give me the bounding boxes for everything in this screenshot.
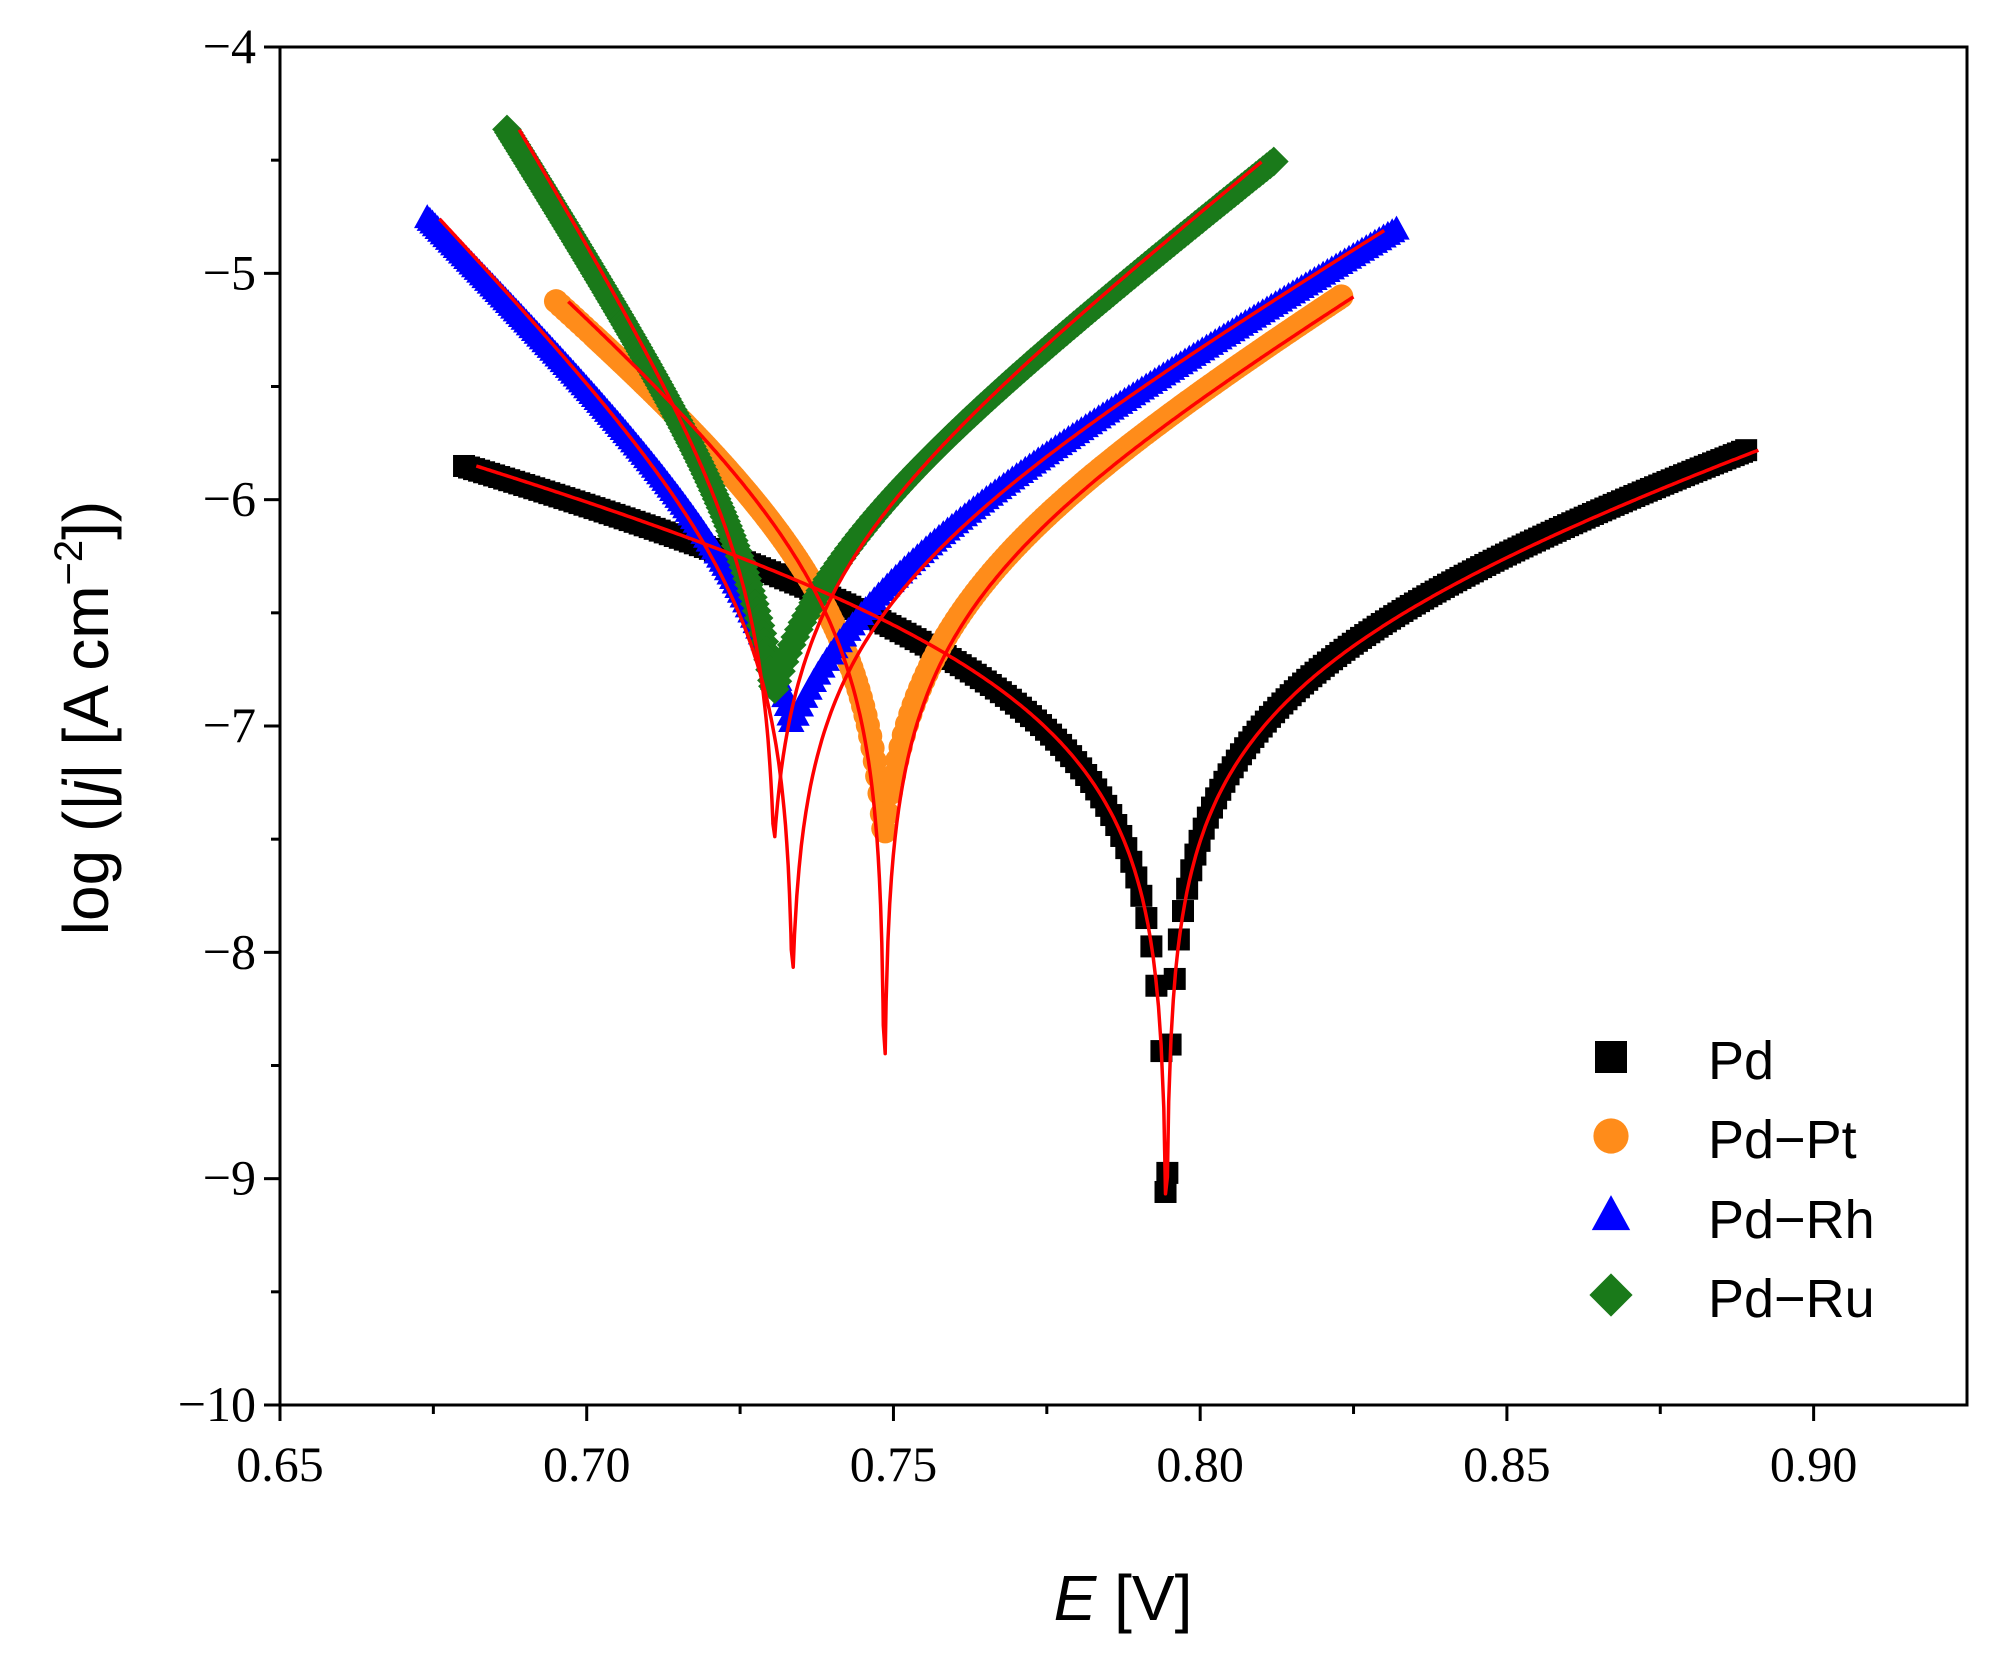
legend-marker-pd-pt [1593,1118,1629,1154]
fit-line-pd [475,448,1760,1196]
legend-label-pd: Pd [1708,1031,1774,1091]
fit-layer [438,128,1760,1196]
legend-label-pd-rh: Pd−Rh [1708,1190,1875,1250]
ticks-layer [264,45,1816,1421]
y-tick-label: −5 [203,244,256,300]
fit-line-pd-rh [438,217,1386,969]
legend: Pd Pd−Pt Pd−Rh Pd−Ru [1589,1031,1875,1329]
x-axis-title: E [V] [1054,1562,1193,1634]
y-tick-label: −7 [203,697,256,753]
data-point-pd-rh [1383,215,1410,240]
x-tick-labels: 0.65 0.70 0.75 0.80 0.85 0.90 [236,1436,1857,1492]
data-point-pd-pt [873,819,898,844]
x-tick-label: 0.80 [1156,1436,1244,1492]
legend-label-pd-pt: Pd−Pt [1708,1110,1857,1170]
x-tick-label: 0.65 [236,1436,324,1492]
fit-line-pd-ru [517,128,1263,839]
data-point-pd-ru [1258,146,1289,177]
series-pd-rh [414,204,1410,733]
legend-label-pd-ru: Pd−Ru [1708,1269,1875,1329]
y-tick-label: −9 [203,1150,256,1206]
legend-marker-pd-rh [1591,1195,1631,1231]
data-point-pd-pt [875,801,900,826]
y-tick-labels: −4 −5 −6 −7 −8 −9 −10 [178,18,256,1432]
x-tick-label: 0.75 [850,1436,938,1492]
y-tick-label: −10 [178,1376,256,1432]
y-tick-label: −8 [203,923,256,979]
x-tick-label: 0.85 [1463,1436,1551,1492]
y-axis-title: log (|j| [A cm−2]) [47,501,122,935]
x-tick-label: 0.70 [543,1436,631,1492]
series-layer [414,114,1758,1203]
y-tick-label: −4 [203,18,256,74]
x-tick-label: 0.90 [1770,1436,1858,1492]
y-tick-label: −6 [203,471,256,527]
legend-marker-pd [1595,1041,1627,1073]
legend-marker-pd-ru [1589,1273,1633,1317]
